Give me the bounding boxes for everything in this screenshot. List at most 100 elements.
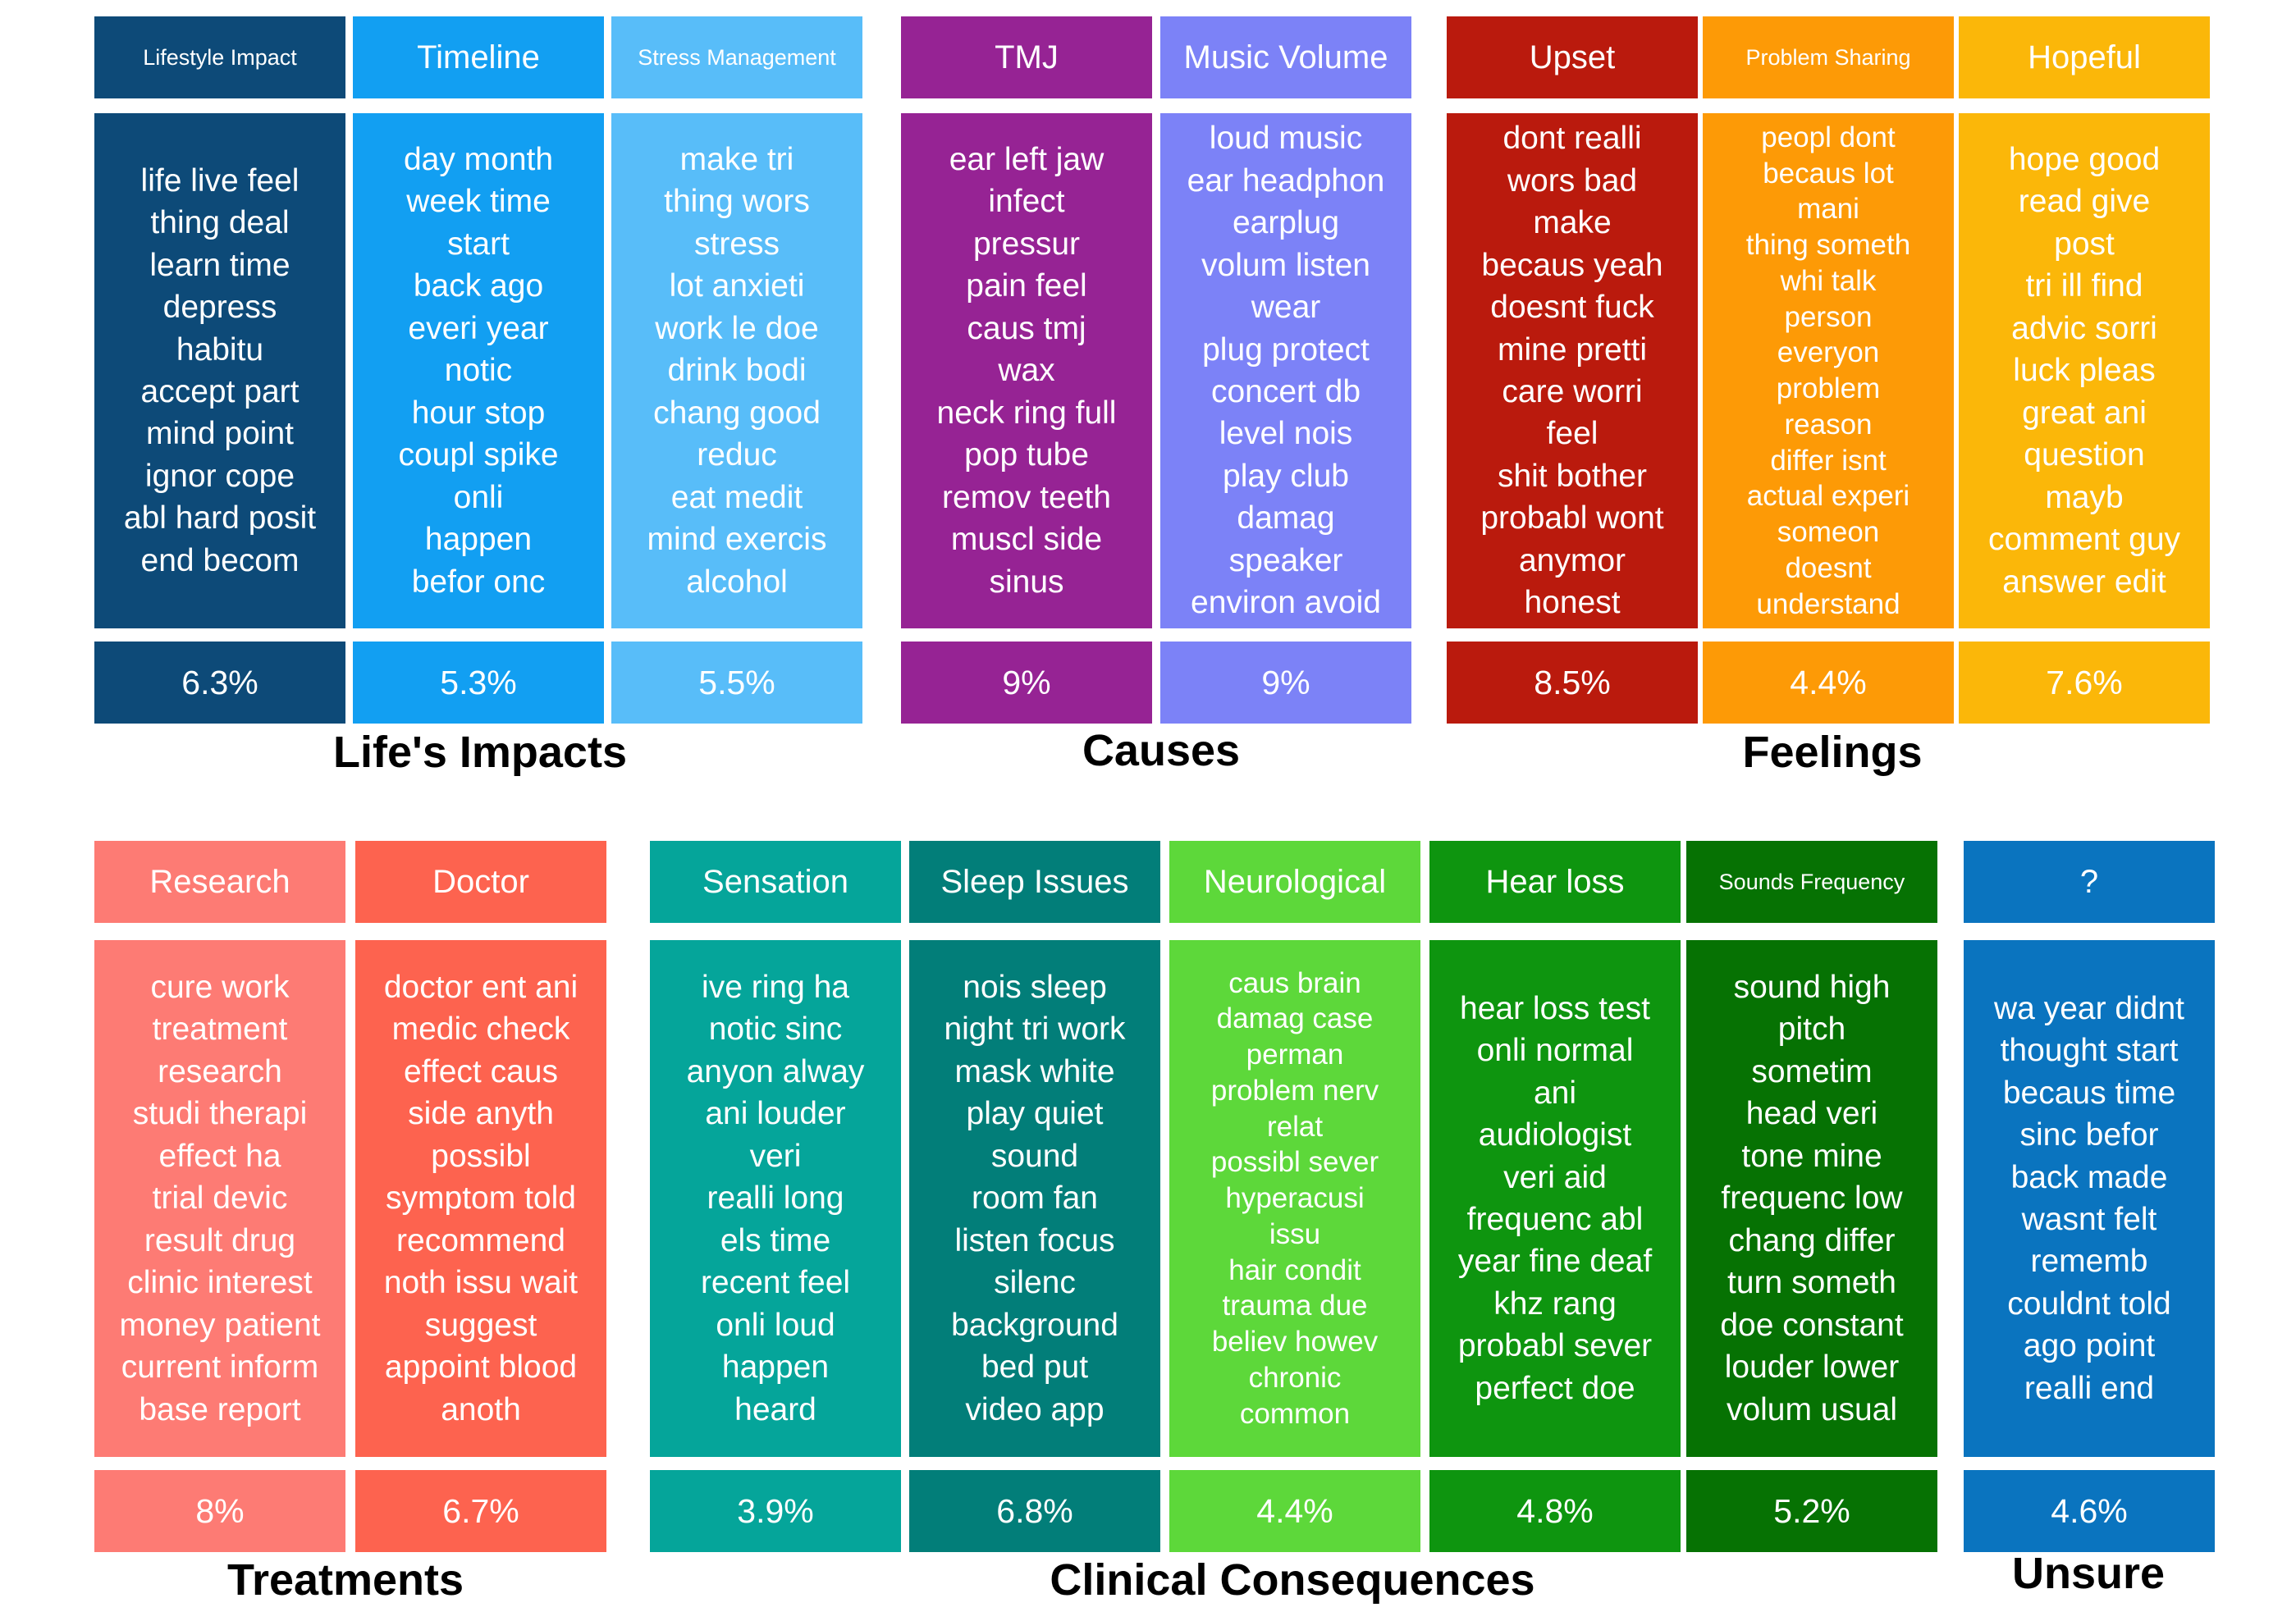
topic-percentage: 9% [901,642,1152,724]
keyword-line: problem [1776,372,1881,404]
keyword-line: problem nerv [1210,1074,1379,1107]
keyword-line: treatment [152,1011,288,1048]
topic-keywords: ive ring ha notic sinc anyon alway ani loud… [650,940,901,1457]
keyword-line: believ howev [1211,1326,1379,1358]
topic-header: Timeline [353,16,604,98]
keyword-line: noth issu wait [383,1265,579,1301]
keyword-line: recent feel [700,1265,851,1301]
topic-percentage: 4.6% [1964,1470,2215,1552]
keyword-line: symptom told [386,1180,576,1217]
keyword-line: thought start [2000,1033,2179,1069]
topic-column-hear-loss: Hear loss hear loss test onli normal ani aud… [1429,841,1681,1552]
keyword-line: hyperacusi [1225,1182,1365,1215]
topic-header: Lifestyle Impact [94,16,345,98]
topic-keywords: make tri thing wors stress lot anxieti work … [611,113,862,628]
keyword-line: suggest [424,1307,537,1343]
keyword-line: onli loud [716,1307,835,1343]
topic-header: Problem Sharing [1703,16,1954,98]
topic-keywords: nois sleep night tri work mask white play q… [909,940,1160,1457]
keyword-line: sometim [1751,1053,1873,1089]
topic-percentage: 3.9% [650,1470,901,1552]
keyword-line: eat medit [670,479,803,515]
keyword-line: becaus lot [1763,157,1894,189]
keyword-line: plug protect [1202,331,1370,368]
keyword-line: care worri [1502,374,1643,409]
keyword-line: ear headphon [1187,162,1385,199]
keyword-line: make tri [679,141,794,177]
topic-header: Upset [1447,16,1698,98]
topic-percentage: 6.3% [94,642,345,724]
keyword-line: hope good [2008,141,2161,177]
keyword-line: mind exercis [647,522,827,558]
keyword-line: remov teeth [942,479,1111,515]
keyword-line: frequenc abl [1466,1202,1644,1237]
keyword-line: hour stop [411,395,546,431]
keyword-line: pitch [1777,1011,1846,1048]
keyword-line: trial devic [152,1180,288,1217]
topic-column-problem-sharing: Problem Sharing peopl dont becaus lot mani t… [1703,16,1954,724]
keyword-line: start [447,226,510,262]
keyword-line: concert db [1210,374,1361,409]
topic-header: Research [94,841,345,923]
keyword-line: appoint blood [384,1349,578,1386]
topic-percentage: 5.3% [353,642,604,724]
keyword-line: listen focus [954,1222,1115,1258]
keyword-line: life live feel [140,162,300,199]
topic-header: Hear loss [1429,841,1681,923]
keyword-line: issu [1269,1217,1321,1250]
topic-column-sleep-issues: Sleep Issues nois sleep night tri work mask… [909,841,1160,1552]
topic-header: Hopeful [1959,16,2210,98]
topic-keywords: doctor ent ani medic check effect caus side… [355,940,606,1457]
keyword-line: reduc [697,437,777,473]
group-label-feelings: Feelings [1742,728,1923,777]
group-label-clinical-consequences: Clinical Consequences [1050,1555,1535,1605]
keyword-line: stress [693,226,780,262]
topic-column-neurological: Neurological caus brain damag case perman pr… [1169,841,1420,1552]
keyword-line: habitu [176,331,264,368]
keyword-line: audiologist [1478,1117,1632,1153]
keyword-line: caus brain [1228,966,1361,999]
keyword-line: ear left jaw [949,141,1105,177]
keyword-line: veri aid [1503,1159,1607,1195]
keyword-line: ago point [2023,1328,2156,1364]
keyword-line: probabl sever [1457,1328,1653,1364]
keyword-line: side anyth [408,1096,554,1132]
keyword-line: chang good [653,395,821,431]
keyword-line: happen [424,522,533,558]
keyword-line: alcohol [686,564,788,600]
keyword-line: relat [1266,1110,1324,1143]
keyword-line: loud music [1209,121,1363,157]
keyword-line: play quiet [966,1096,1104,1132]
keyword-line: dont realli [1502,121,1642,157]
keyword-line: pop tube [964,437,1089,473]
keyword-line: year fine deaf [1457,1244,1653,1280]
topic-keywords: ear left jaw infect pressur pain feel caus t… [901,113,1152,628]
topic-header: ? [1964,841,2215,923]
keyword-line: effect ha [158,1138,281,1174]
keyword-line: learn time [149,247,290,283]
keyword-line: frequenc low [1721,1180,1903,1217]
topic-column-upset: Upset dont realli wors bad make becaus yeah d… [1447,16,1698,724]
topic-percentage: 4.4% [1703,642,1954,724]
keyword-line: realli long [707,1180,844,1217]
keyword-line: tone mine [1741,1138,1882,1174]
topic-column-lifestyle-impact: Lifestyle Impact life live feel thing deal… [94,16,345,724]
keyword-line: bed put [981,1349,1089,1386]
keyword-line: money patient [119,1307,321,1343]
keyword-line: probabl wont [1480,500,1664,537]
keyword-line: make [1533,205,1612,241]
keyword-line: post [2054,226,2115,262]
topic-percentage: 5.5% [611,642,862,724]
topic-keywords: caus brain damag case perman problem nerv re… [1169,940,1420,1457]
keyword-line: back ago [413,268,544,304]
keyword-line: neck ring full [936,395,1117,431]
topic-percentage: 6.8% [909,1470,1160,1552]
keyword-line: night tri work [944,1011,1126,1048]
keyword-line: trauma due [1222,1290,1368,1322]
keyword-line: sound high [1733,969,1891,1005]
keyword-line: cure work [150,969,290,1005]
group-label-causes: Causes [1082,726,1241,775]
topic-column-sounds-frequency: Sounds Frequency sound high pitch sometim he… [1686,841,1937,1552]
keyword-line: anymor [1518,542,1626,578]
topic-percentage: 8.5% [1447,642,1698,724]
